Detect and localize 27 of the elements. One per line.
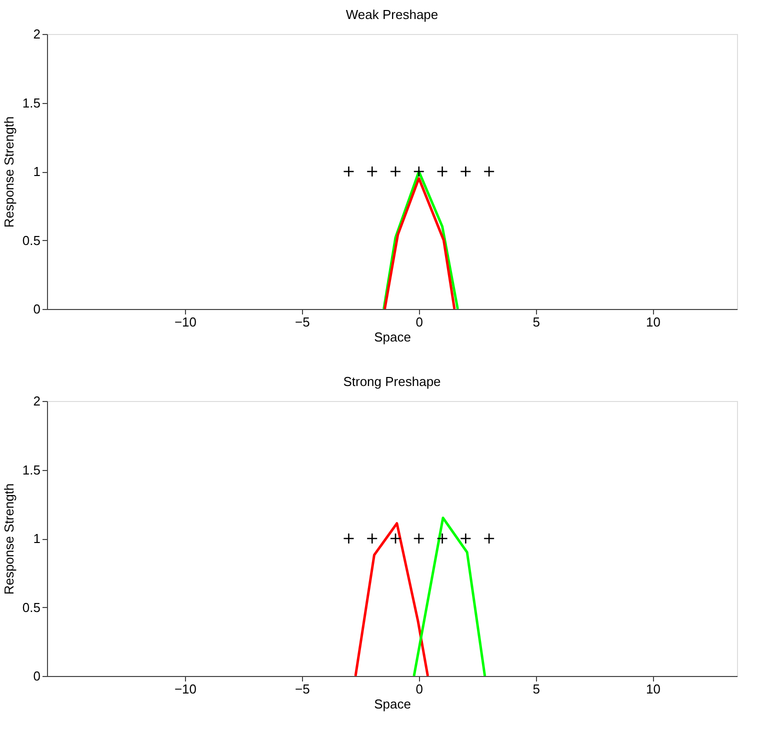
- x-tick-label: −10: [174, 682, 197, 696]
- y-tick-label: 1.5: [22, 95, 40, 110]
- x-axis-title: Space: [374, 696, 411, 712]
- y-tick-label: 1.5: [22, 462, 40, 478]
- x-tick-label: 0: [416, 314, 424, 330]
- x-tick-label: 10: [646, 682, 661, 696]
- x-tick-label: 5: [532, 682, 540, 696]
- y-axis-title: Response Strength: [1, 116, 16, 228]
- y-axis-title: Response Strength: [1, 483, 16, 595]
- x-tick-label: −5: [295, 682, 310, 696]
- x-tick-label: −10: [174, 314, 197, 330]
- x-axis-title: Space: [374, 330, 411, 344]
- x-tick-label: −5: [295, 314, 310, 330]
- y-tick-label: 2: [33, 26, 40, 42]
- y-tick-label: 0.5: [22, 600, 40, 615]
- y-tick-label: 0: [33, 302, 40, 316]
- y-tick-label: 2: [33, 394, 40, 408]
- y-tick-label: 0: [33, 668, 40, 684]
- x-tick-label: 5: [532, 314, 540, 330]
- x-tick-label: 0: [416, 682, 424, 696]
- y-tick-label: 0.5: [22, 232, 40, 248]
- y-tick-label: 1: [33, 164, 40, 179]
- chart-title: Strong Preshape: [343, 374, 441, 389]
- y-tick-label: 1: [33, 531, 40, 546]
- x-tick-label: 10: [646, 314, 661, 330]
- line-series: [354, 522, 430, 678]
- chart-title: Weak Preshape: [346, 7, 438, 22]
